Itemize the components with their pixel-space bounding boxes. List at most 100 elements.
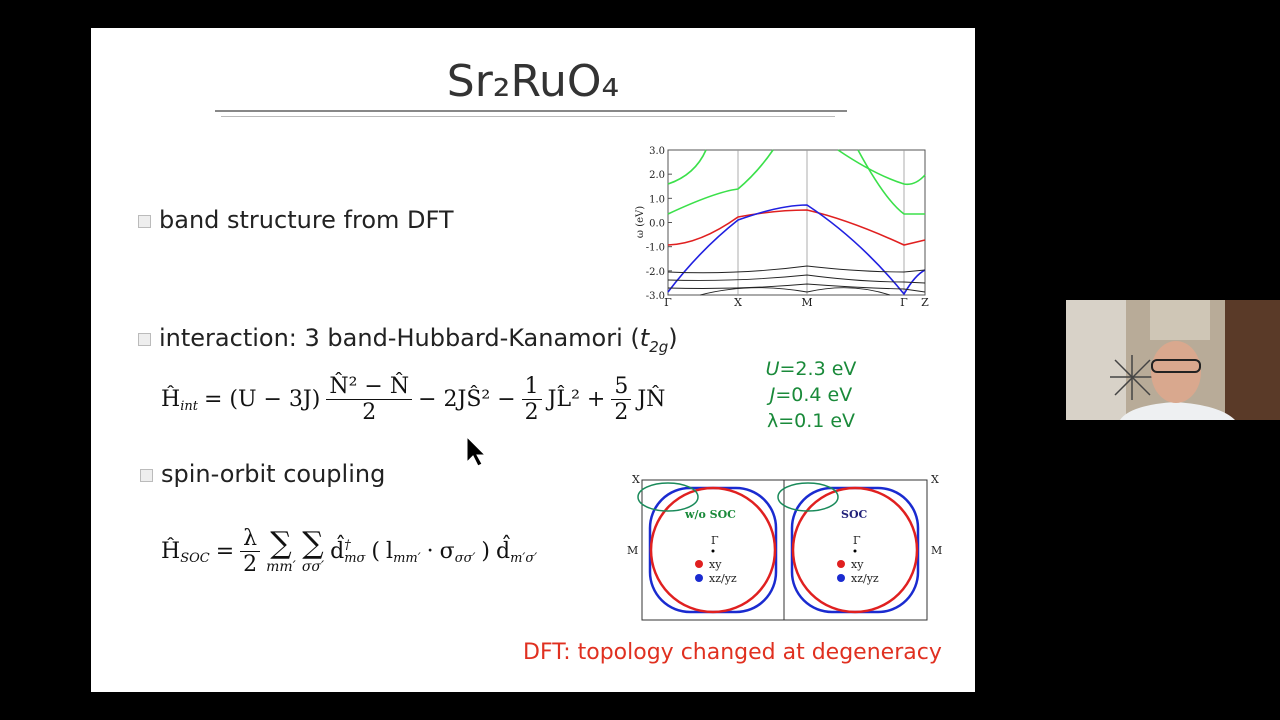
superscript: †: [344, 537, 351, 553]
panel-title: SOC: [841, 508, 868, 521]
symbol: Ĥ SOC: [161, 539, 210, 565]
formula-term: − 2JŜ² −: [418, 387, 516, 412]
formula-term: JN̂: [637, 387, 666, 412]
panel-title: w/o SOC: [684, 508, 736, 521]
legend-label: xy: [709, 558, 722, 571]
fermi-surfaces: [648, 486, 920, 614]
corner-label: X: [632, 473, 640, 486]
y-tick-label: 2.0: [649, 170, 665, 181]
subscript: mσ: [344, 550, 366, 566]
scripts: † mσ: [344, 539, 365, 565]
symbol-base: l: [386, 539, 394, 564]
param-symbol: U: [765, 358, 780, 380]
y-tick-label: -3.0: [646, 291, 665, 302]
slide: Sr₂RuO₄ band structure from DFT interact…: [91, 28, 975, 692]
scripts: m′σ′: [510, 539, 537, 565]
highlight: [637, 482, 839, 512]
bullet-text: interaction: 3 band-Hubbard-Kanamori (: [159, 324, 640, 352]
subscript: SOC: [180, 550, 210, 566]
numerator: 5: [611, 374, 632, 400]
fraction: N̂² − N̂ 2: [326, 374, 413, 425]
numerator: λ: [240, 526, 261, 552]
mouse-cursor: [466, 435, 487, 467]
y-tick-label: 3.0: [649, 146, 665, 157]
y-axis-label: ω (eV): [635, 206, 646, 238]
subscript: mm′: [393, 550, 421, 566]
sum-sign: ∑: [270, 525, 292, 561]
sum-index: mm′: [266, 558, 296, 575]
denominator: 2: [243, 552, 258, 577]
param: J=0.4 eV: [751, 382, 871, 408]
formula: Ĥ SOC = λ 2 ∑ mm′ ∑ σσ′ d̂ † mσ(l mm′ · σ σσ′) d̂ m′σ′: [161, 526, 537, 577]
sum-sign: ∑: [302, 525, 324, 561]
slide-title: Sr₂RuO₄: [446, 56, 620, 107]
param-symbol: λ: [766, 410, 779, 432]
symbol-base: σ: [439, 539, 455, 564]
webcam: [1066, 300, 1280, 420]
symbol: σ σσ′: [440, 539, 476, 565]
sum: ∑ mm′: [266, 525, 296, 575]
param-symbol: J: [769, 384, 776, 406]
param-value: =0.1 eV: [778, 410, 856, 432]
scripts: int: [180, 387, 198, 413]
x-tick-label: X: [734, 296, 742, 309]
scripts: mm′: [393, 539, 421, 565]
side-label: M: [627, 544, 638, 557]
symbol-base: Ĥ: [161, 539, 181, 564]
formula-term: = (U − 3J): [203, 387, 321, 412]
x-tick-label: Γ: [664, 296, 672, 309]
param: λ=0.1 eV: [751, 408, 871, 434]
numerator: 1: [521, 374, 542, 400]
numerator: N̂² − N̂: [326, 374, 413, 400]
term-sub: 2g: [649, 337, 669, 356]
bullet-text: spin-orbit coupling: [161, 460, 386, 488]
corner-label: X: [931, 473, 939, 486]
subscript: m′σ′: [510, 550, 538, 566]
x-tick-label: Z: [921, 296, 929, 309]
legend-label: xy: [851, 558, 864, 571]
path-lines: [737, 150, 905, 295]
symbol: l mm′: [386, 539, 421, 565]
denominator: 2: [614, 400, 629, 425]
sum: ∑ σσ′: [301, 525, 325, 575]
formula-term: JL̂² +: [547, 387, 606, 412]
term: t: [639, 324, 650, 352]
y-tick-label: 1.0: [649, 194, 665, 205]
symbol-base: Ĥ: [161, 387, 181, 412]
sum-index: σσ′: [301, 558, 325, 575]
bullet-text: band structure from DFT: [159, 206, 454, 234]
symbol-base: d̂: [496, 539, 511, 564]
legend-label: xz/yz: [709, 572, 737, 585]
y-tick-label: -1.0: [646, 243, 665, 254]
bullet: spin-orbit coupling: [140, 460, 385, 488]
symbol-base: d̂: [330, 539, 345, 564]
bands: [667, 265, 926, 296]
parameters: U=2.3 eV J=0.4 eV λ=0.1 eV: [751, 356, 871, 434]
formula-term: (: [371, 539, 381, 564]
conclusion: DFT: topology changed at degeneracy: [523, 640, 942, 665]
denominator: 2: [524, 400, 539, 425]
x-tick-label: Γ: [900, 296, 908, 309]
center-label: Γ: [711, 534, 719, 547]
bullet-text: ): [668, 324, 678, 352]
fermi-plot: X X M M w/o SOC SOC Γ Γ xy xz/yz xy xz/y…: [627, 473, 942, 621]
param: U=2.3 eV: [751, 356, 871, 382]
denominator: 2: [362, 400, 377, 425]
legend-label: xz/yz: [851, 572, 879, 585]
x-tick-label: M: [801, 296, 812, 309]
y-tick-label: 0.0: [649, 219, 665, 230]
symbol: d̂ m′σ′: [496, 539, 537, 565]
scripts: σσ′: [455, 539, 476, 565]
bullet: interaction: 3 band-Hubbard-Kanamori (t2…: [138, 324, 678, 356]
subscript: int: [180, 398, 198, 414]
title-rule: [215, 110, 847, 112]
scripts: SOC: [180, 539, 210, 565]
